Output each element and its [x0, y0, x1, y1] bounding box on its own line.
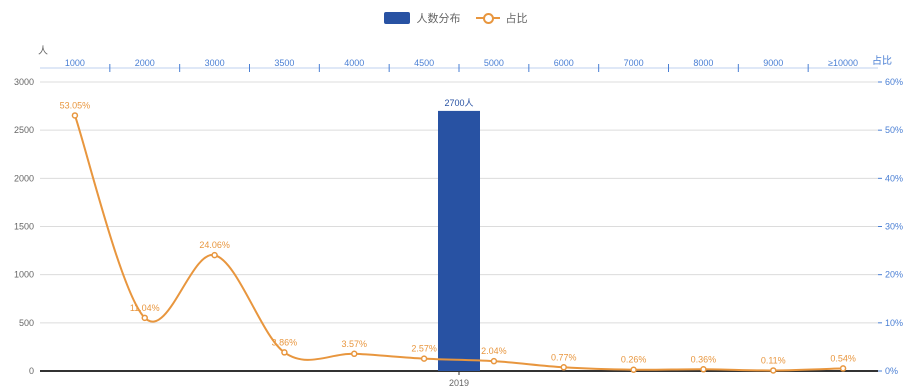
line-label-10: 0.11% — [761, 355, 786, 365]
x-top-tick-0: 1000 — [65, 58, 85, 68]
line-point-4 — [351, 350, 358, 358]
legend-line-label: 占比 — [505, 13, 528, 25]
bar-2019 — [438, 110, 480, 372]
x-top-tick-1: 2000 — [135, 58, 155, 68]
line-point-9 — [700, 366, 707, 373]
y-left-tick-6: 3000 — [14, 77, 34, 87]
line-label-1: 11.04% — [130, 303, 160, 313]
y-axis-left-label: 人 — [38, 46, 48, 57]
x-top-tick-8: 7000 — [624, 58, 644, 68]
x-top-tick-3: 3500 — [274, 58, 294, 68]
line-point-0 — [71, 112, 79, 119]
legend-bar-swatch — [384, 12, 411, 24]
x-top-tick-10: 9000 — [763, 58, 783, 68]
y-right-tick-6: 60% — [885, 77, 903, 87]
legend-item-line[interactable]: 占比 — [475, 10, 528, 26]
y-left-tick-2: 1000 — [14, 270, 34, 280]
x-top-tick-2: 3000 — [205, 58, 225, 68]
line-label-3: 3.86% — [272, 337, 298, 347]
line-label-5: 2.57% — [411, 344, 437, 354]
line-label-4: 3.57% — [341, 339, 367, 349]
y-right-tick-3: 30% — [885, 222, 903, 232]
x-top-tick-4: 4000 — [344, 58, 364, 68]
legend-item-bar[interactable]: 人数分布 — [384, 10, 460, 26]
y-right-tick-1: 10% — [885, 318, 903, 328]
y-right-tick-0: 0% — [885, 366, 898, 376]
x-top-tick-9: 8000 — [693, 58, 713, 68]
y-left-tick-5: 2500 — [14, 125, 34, 135]
line-label-0: 53.05% — [60, 100, 91, 110]
y-right-tick-5: 50% — [885, 125, 903, 135]
y-left-tick-0: 0 — [29, 366, 34, 376]
y-axis-right-label: 占比 — [872, 56, 892, 67]
line-label-7: 0.77% — [551, 352, 577, 362]
bar-label-2019: 2700人 — [444, 98, 473, 108]
line-point-3 — [281, 349, 288, 356]
line-point-6 — [490, 357, 498, 365]
line-point-7 — [560, 364, 567, 371]
x-top-tick-6: 5000 — [484, 58, 504, 68]
line-point-10 — [770, 367, 777, 374]
y-left-tick-1: 500 — [19, 318, 34, 328]
line-label-8: 0.26% — [621, 355, 647, 365]
y-right-tick-2: 20% — [885, 270, 903, 280]
line-label-6: 2.04% — [481, 346, 507, 356]
legend-line-swatch — [475, 12, 500, 24]
x-top-tick-7: 6000 — [554, 58, 574, 68]
line-point-8 — [630, 366, 637, 373]
line-point-11 — [839, 365, 847, 372]
y-left-tick-4: 2000 — [14, 173, 34, 183]
line-label-11: 0.54% — [830, 353, 856, 363]
y-right-tick-4: 40% — [885, 173, 903, 183]
y-left-tick-3: 1500 — [14, 222, 34, 232]
line-label-2: 24.06% — [199, 240, 230, 250]
line-label-9: 0.36% — [691, 354, 717, 364]
line-point-2 — [211, 251, 218, 259]
line-point-1 — [141, 314, 148, 322]
x-top-tick-11: ≥10000 — [828, 58, 858, 68]
legend-bar-label: 人数分布 — [416, 13, 461, 25]
x-bottom-tick-0: 2019 — [449, 378, 469, 388]
line-point-5 — [420, 355, 428, 362]
x-top-tick-5: 4500 — [414, 58, 434, 68]
legend: 人数分布 占比 — [0, 10, 912, 27]
